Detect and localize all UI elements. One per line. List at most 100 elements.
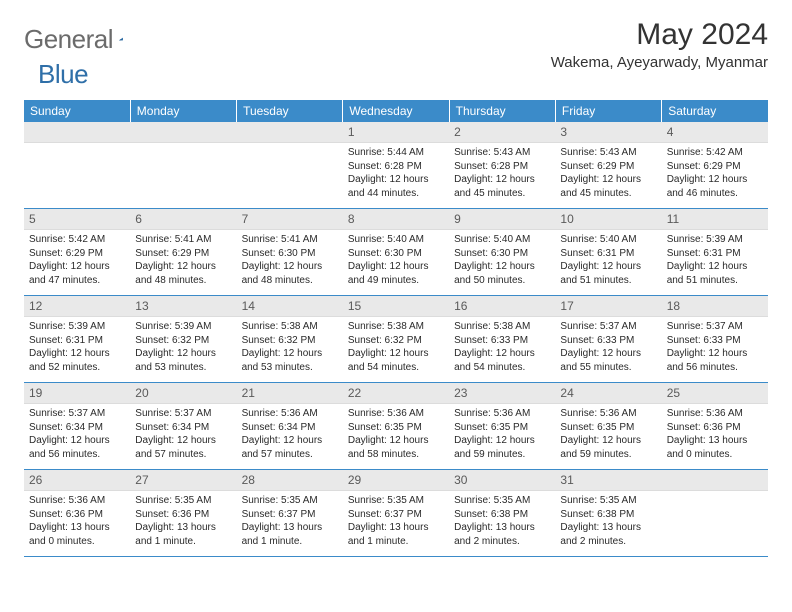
day-number: 29 [343,470,449,491]
day-detail-cell: Sunrise: 5:42 AMSunset: 6:29 PMDaylight:… [24,230,130,296]
day-detail: Sunrise: 5:38 AMSunset: 6:32 PMDaylight:… [237,317,343,382]
day-number-cell: 21 [237,383,343,405]
day-number-cell: 3 [555,122,661,143]
day-detail: Sunrise: 5:36 AMSunset: 6:36 PMDaylight:… [24,491,130,556]
day-detail-cell: Sunrise: 5:40 AMSunset: 6:30 PMDaylight:… [449,230,555,296]
day-detail: Sunrise: 5:40 AMSunset: 6:30 PMDaylight:… [449,230,555,295]
calendar-head: SundayMondayTuesdayWednesdayThursdayFrid… [24,100,768,122]
day-detail: Sunrise: 5:37 AMSunset: 6:34 PMDaylight:… [130,404,236,469]
weekday-header: Saturday [662,100,768,122]
logo-triangle-icon [119,29,123,49]
day-number-cell: 19 [24,383,130,405]
day-detail: Sunrise: 5:36 AMSunset: 6:35 PMDaylight:… [343,404,449,469]
day-number: 20 [130,383,236,404]
day-detail-cell: Sunrise: 5:40 AMSunset: 6:30 PMDaylight:… [343,230,449,296]
day-number-cell: 22 [343,383,449,405]
day-detail: Sunrise: 5:36 AMSunset: 6:36 PMDaylight:… [662,404,768,469]
day-number-cell: 29 [343,470,449,492]
day-number-cell: 16 [449,296,555,318]
logo-word-2: Blue [38,59,88,90]
day-detail: Sunrise: 5:42 AMSunset: 6:29 PMDaylight:… [24,230,130,295]
day-detail-cell [237,143,343,209]
day-number-cell: 14 [237,296,343,318]
day-detail-cell: Sunrise: 5:36 AMSunset: 6:35 PMDaylight:… [555,404,661,470]
day-detail: Sunrise: 5:42 AMSunset: 6:29 PMDaylight:… [662,143,768,208]
day-number-cell: 4 [662,122,768,143]
day-detail-cell: Sunrise: 5:35 AMSunset: 6:37 PMDaylight:… [237,491,343,557]
calendar-page: General May 2024 Wakema, Ayeyarwady, Mya… [0,0,792,575]
day-number [24,122,130,143]
day-number-cell: 27 [130,470,236,492]
day-number-cell: 30 [449,470,555,492]
day-detail: Sunrise: 5:35 AMSunset: 6:37 PMDaylight:… [237,491,343,556]
day-number: 21 [237,383,343,404]
calendar-table: SundayMondayTuesdayWednesdayThursdayFrid… [24,100,768,557]
day-detail: Sunrise: 5:43 AMSunset: 6:29 PMDaylight:… [555,143,661,208]
day-number [237,122,343,143]
day-detail-cell: Sunrise: 5:35 AMSunset: 6:36 PMDaylight:… [130,491,236,557]
day-number: 16 [449,296,555,317]
day-number-cell: 11 [662,209,768,231]
day-detail: Sunrise: 5:36 AMSunset: 6:35 PMDaylight:… [449,404,555,469]
day-detail: Sunrise: 5:35 AMSunset: 6:37 PMDaylight:… [343,491,449,556]
daycell-row: Sunrise: 5:42 AMSunset: 6:29 PMDaylight:… [24,230,768,296]
day-detail-cell: Sunrise: 5:38 AMSunset: 6:33 PMDaylight:… [449,317,555,383]
day-number: 8 [343,209,449,230]
daycell-row: Sunrise: 5:39 AMSunset: 6:31 PMDaylight:… [24,317,768,383]
daynum-row: 19202122232425 [24,383,768,405]
day-number: 15 [343,296,449,317]
daynum-row: 262728293031 [24,470,768,492]
weekday-row: SundayMondayTuesdayWednesdayThursdayFrid… [24,100,768,122]
day-detail-cell: Sunrise: 5:39 AMSunset: 6:31 PMDaylight:… [662,230,768,296]
day-number-cell: 23 [449,383,555,405]
daynum-row: 567891011 [24,209,768,231]
logo: General [24,18,145,55]
day-detail-cell: Sunrise: 5:36 AMSunset: 6:36 PMDaylight:… [24,491,130,557]
day-detail-cell: Sunrise: 5:35 AMSunset: 6:38 PMDaylight:… [449,491,555,557]
day-number: 6 [130,209,236,230]
day-number: 22 [343,383,449,404]
day-detail-cell: Sunrise: 5:39 AMSunset: 6:32 PMDaylight:… [130,317,236,383]
title-block: May 2024 Wakema, Ayeyarwady, Myanmar [551,18,768,71]
day-number: 9 [449,209,555,230]
day-detail-cell [24,143,130,209]
day-number: 25 [662,383,768,404]
day-detail-cell: Sunrise: 5:43 AMSunset: 6:28 PMDaylight:… [449,143,555,209]
location-text: Wakema, Ayeyarwady, Myanmar [551,54,768,71]
day-detail: Sunrise: 5:37 AMSunset: 6:34 PMDaylight:… [24,404,130,469]
daynum-row: 1234 [24,122,768,143]
day-number-cell [237,122,343,143]
day-detail-cell: Sunrise: 5:40 AMSunset: 6:31 PMDaylight:… [555,230,661,296]
logo-word-1: General [24,24,113,55]
day-number: 31 [555,470,661,491]
day-detail-cell: Sunrise: 5:41 AMSunset: 6:29 PMDaylight:… [130,230,236,296]
day-detail [662,491,768,549]
day-detail: Sunrise: 5:43 AMSunset: 6:28 PMDaylight:… [449,143,555,208]
day-detail: Sunrise: 5:36 AMSunset: 6:34 PMDaylight:… [237,404,343,469]
day-detail-cell: Sunrise: 5:35 AMSunset: 6:37 PMDaylight:… [343,491,449,557]
day-detail: Sunrise: 5:44 AMSunset: 6:28 PMDaylight:… [343,143,449,208]
day-detail-cell: Sunrise: 5:35 AMSunset: 6:38 PMDaylight:… [555,491,661,557]
day-number-cell: 31 [555,470,661,492]
calendar-body: 1234Sunrise: 5:44 AMSunset: 6:28 PMDayli… [24,122,768,557]
daynum-row: 12131415161718 [24,296,768,318]
day-detail: Sunrise: 5:39 AMSunset: 6:31 PMDaylight:… [24,317,130,382]
day-detail-cell: Sunrise: 5:36 AMSunset: 6:35 PMDaylight:… [449,404,555,470]
day-number: 4 [662,122,768,143]
day-number-cell: 10 [555,209,661,231]
day-number: 1 [343,122,449,143]
day-number: 7 [237,209,343,230]
daycell-row: Sunrise: 5:37 AMSunset: 6:34 PMDaylight:… [24,404,768,470]
day-detail [237,143,343,201]
day-detail-cell: Sunrise: 5:38 AMSunset: 6:32 PMDaylight:… [343,317,449,383]
day-detail-cell: Sunrise: 5:37 AMSunset: 6:33 PMDaylight:… [555,317,661,383]
day-number-cell: 26 [24,470,130,492]
day-number-cell: 17 [555,296,661,318]
day-number-cell [130,122,236,143]
day-number [662,470,768,491]
day-detail: Sunrise: 5:39 AMSunset: 6:32 PMDaylight:… [130,317,236,382]
day-detail: Sunrise: 5:35 AMSunset: 6:36 PMDaylight:… [130,491,236,556]
weekday-header: Monday [130,100,236,122]
day-detail-cell: Sunrise: 5:38 AMSunset: 6:32 PMDaylight:… [237,317,343,383]
day-number: 13 [130,296,236,317]
